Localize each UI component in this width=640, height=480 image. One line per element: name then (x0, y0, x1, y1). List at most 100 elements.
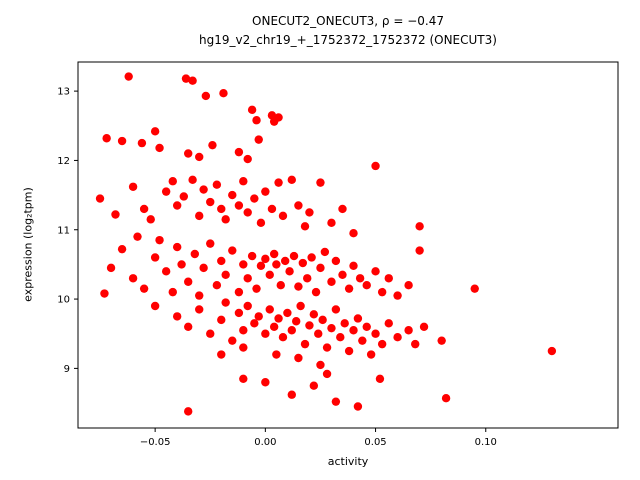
data-point (247, 105, 257, 115)
y-tick-label: 10 (57, 295, 70, 306)
chart-subtitle: hg19_v2_chr19_+_1752372_1752372 (ONECUT3… (199, 33, 497, 47)
data-point (252, 284, 261, 293)
data-point (287, 326, 296, 335)
data-point (340, 319, 349, 328)
data-point (239, 260, 248, 269)
data-point (239, 177, 248, 186)
data-point (208, 140, 217, 150)
data-point (139, 204, 149, 214)
data-point (172, 242, 182, 252)
data-point (184, 277, 193, 286)
y-axis-label: expression (log₂tpm) (21, 187, 35, 302)
data-point (161, 267, 171, 276)
data-point (384, 274, 393, 283)
data-point (212, 281, 222, 290)
data-point (261, 187, 270, 196)
data-point (375, 374, 385, 383)
data-point (161, 187, 171, 196)
data-point (117, 136, 127, 146)
data-point (278, 332, 288, 342)
data-point (274, 178, 283, 187)
data-point (95, 194, 105, 203)
data-point (184, 322, 193, 331)
data-point (139, 284, 149, 293)
data-point (300, 339, 310, 349)
data-point (217, 350, 226, 359)
data-point (292, 317, 301, 326)
data-point (243, 274, 252, 283)
data-point (320, 247, 330, 257)
data-point (311, 287, 321, 297)
data-point (355, 274, 365, 283)
data-point (195, 305, 204, 314)
data-point (362, 281, 371, 290)
data-point (316, 360, 325, 370)
data-point (179, 192, 188, 201)
data-point (221, 215, 230, 224)
data-point (285, 267, 294, 276)
data-point (247, 251, 257, 261)
data-point (168, 287, 177, 297)
data-point (250, 194, 259, 203)
data-point (415, 222, 424, 231)
data-point (261, 254, 270, 264)
data-point (128, 274, 138, 283)
data-point (371, 329, 380, 338)
data-point (331, 305, 341, 314)
y-tick-label: 11 (57, 225, 70, 236)
data-point (155, 235, 164, 245)
data-point (305, 321, 314, 330)
data-point (276, 281, 285, 290)
data-point (217, 204, 226, 214)
data-point (254, 312, 263, 321)
data-point (221, 298, 230, 307)
data-point (296, 301, 305, 311)
data-point (172, 201, 182, 210)
chart-title: ONECUT2_ONECUT3, ρ = −0.47 (252, 14, 444, 28)
data-point (243, 301, 252, 311)
data-point (272, 260, 281, 269)
data-point (217, 256, 226, 266)
data-point (172, 312, 182, 321)
data-point (234, 201, 244, 210)
data-point (239, 374, 248, 383)
data-point (314, 329, 323, 338)
data-point (228, 336, 237, 345)
data-point (133, 232, 142, 241)
data-point (280, 256, 290, 266)
data-point (239, 326, 248, 335)
data-point (188, 175, 197, 185)
data-point (415, 246, 424, 255)
data-point (377, 287, 387, 297)
data-point (254, 135, 263, 144)
data-point (206, 239, 215, 248)
x-axis-label: activity (327, 455, 369, 468)
data-point (318, 315, 327, 325)
data-point (344, 346, 354, 356)
data-point (327, 277, 336, 286)
data-point (243, 208, 252, 217)
data-point (371, 267, 380, 276)
data-point (261, 378, 270, 387)
data-point (437, 336, 446, 345)
data-point (274, 314, 283, 323)
data-point (419, 322, 429, 331)
data-point (338, 204, 347, 214)
x-tick-label: 0.00 (254, 437, 276, 448)
data-point (265, 305, 274, 314)
data-point (300, 222, 310, 231)
data-point (195, 291, 204, 300)
data-point (206, 197, 215, 207)
data-point (294, 282, 303, 291)
data-point (305, 208, 314, 217)
data-point (100, 289, 109, 298)
data-point (303, 274, 312, 283)
data-point (206, 329, 215, 338)
data-point (128, 182, 138, 191)
data-point (177, 260, 186, 269)
data-point (287, 390, 296, 399)
x-tick-label: 0.10 (475, 437, 497, 448)
data-point (234, 147, 244, 157)
data-point (102, 134, 111, 143)
